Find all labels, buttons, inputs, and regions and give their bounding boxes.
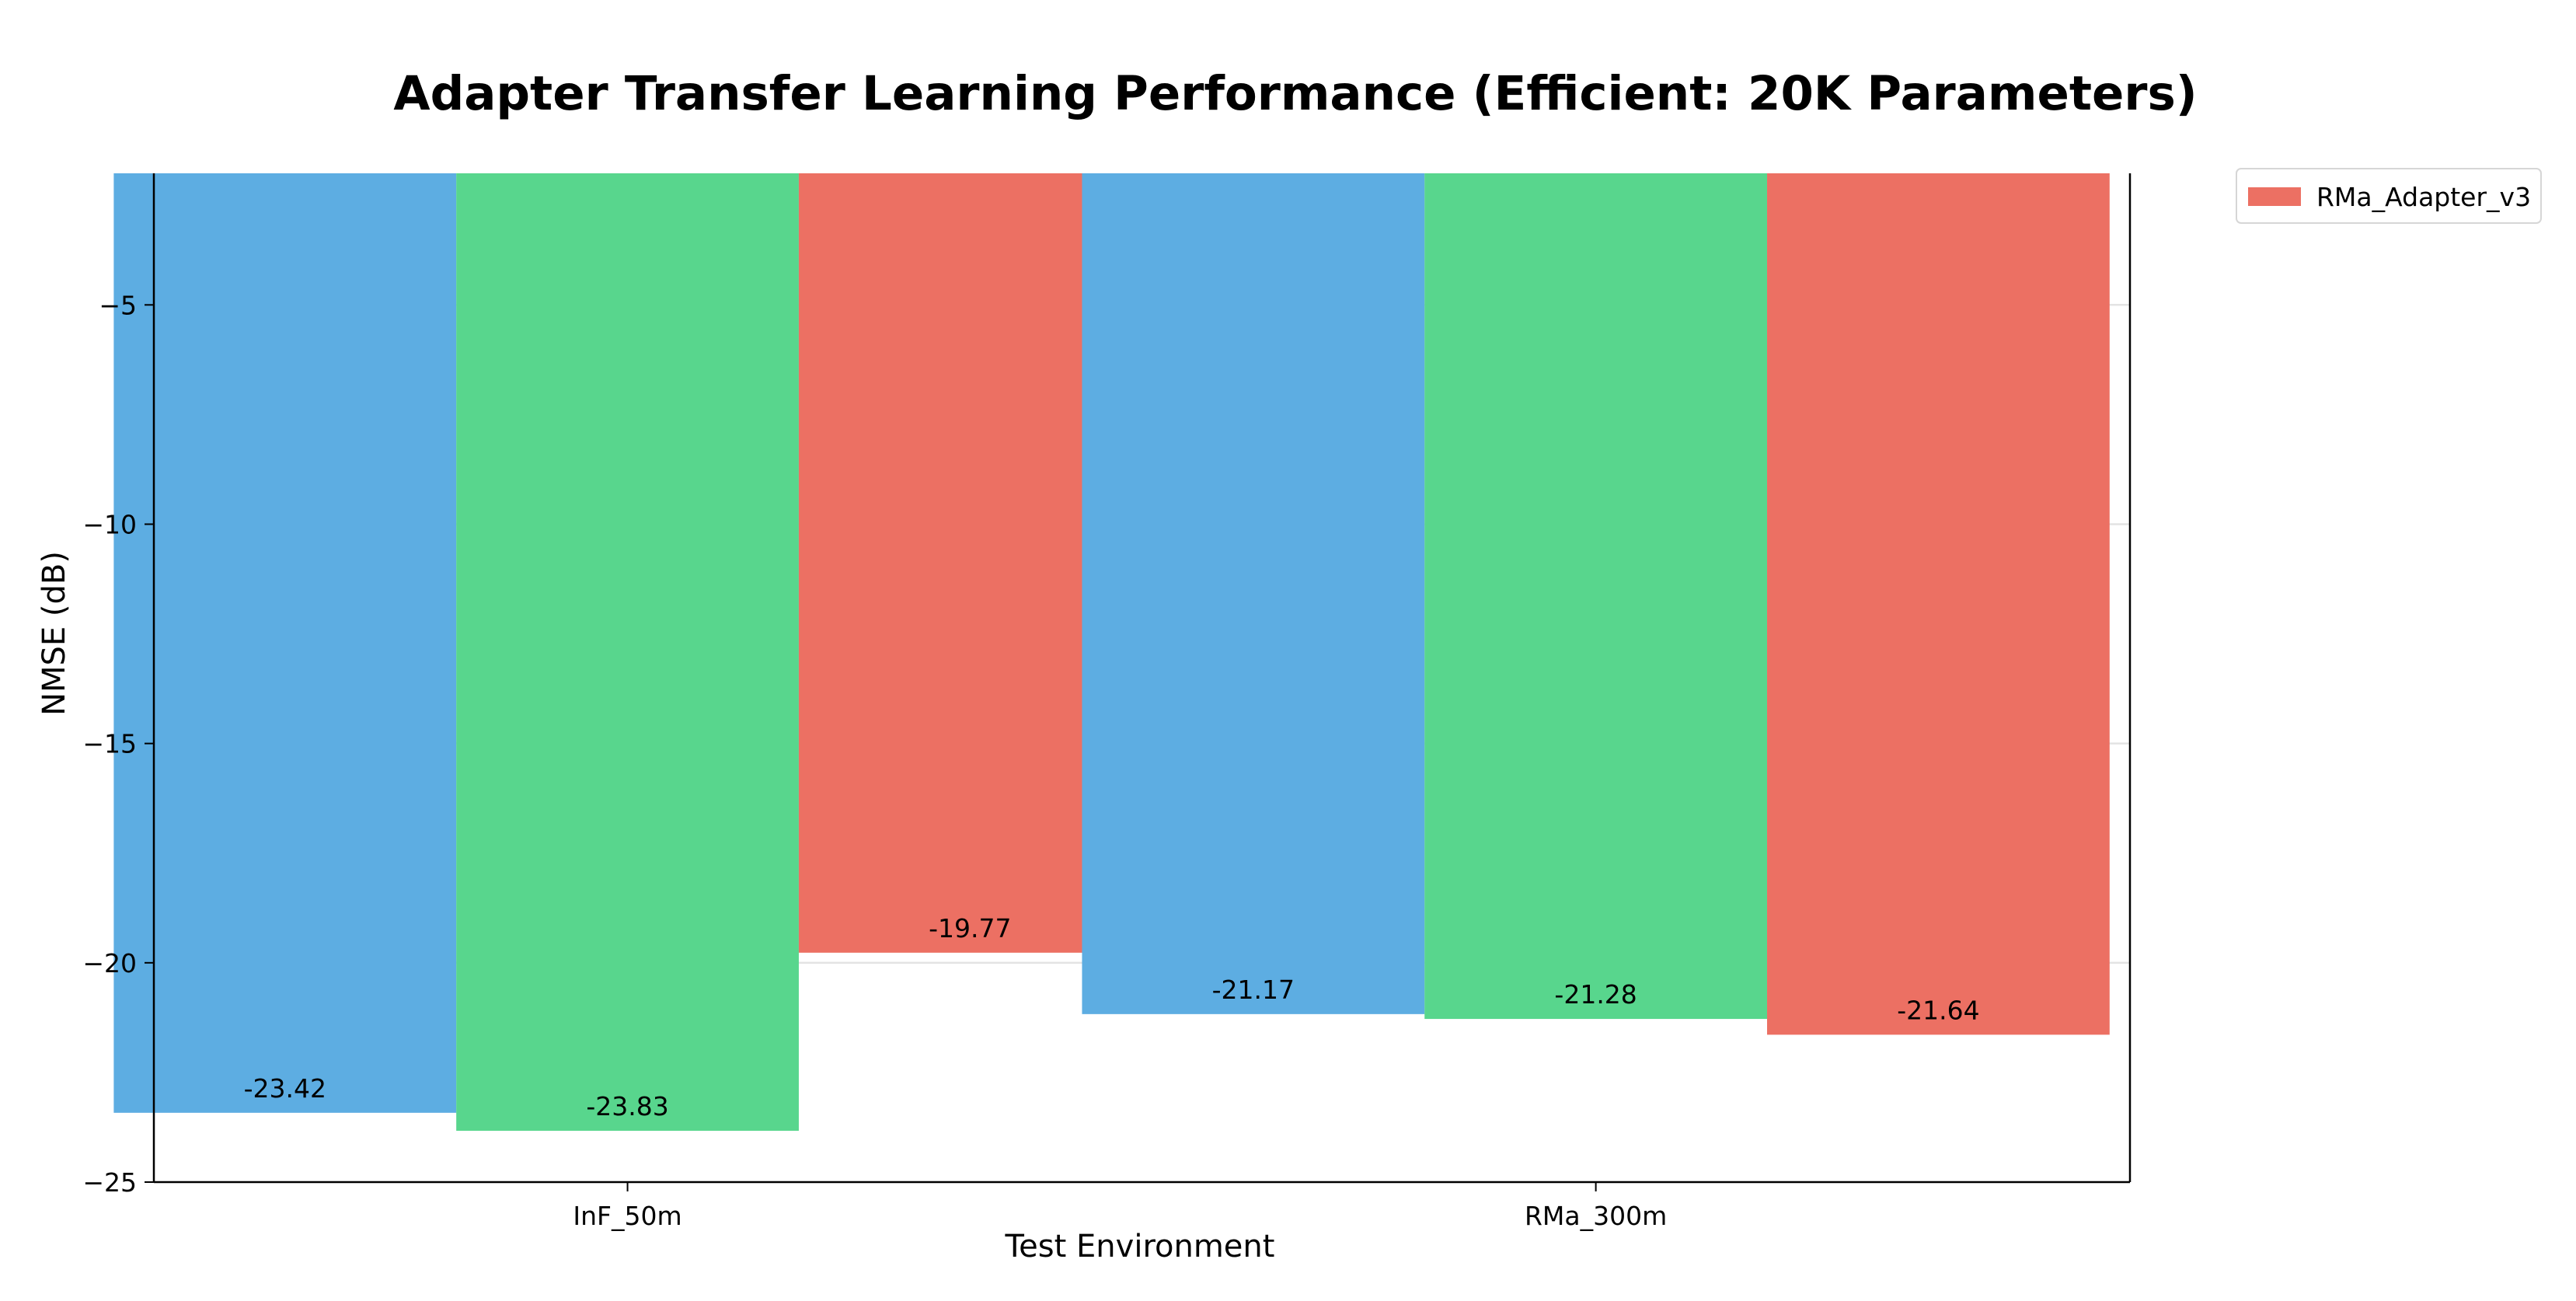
bar bbox=[1424, 173, 1768, 1020]
data-label: -21.28 bbox=[1554, 979, 1637, 1010]
data-labels: -23.42 -23.83 -19.77 -21.17 -21.28 -21.64 bbox=[244, 913, 1980, 1121]
data-label: -21.17 bbox=[1212, 975, 1295, 1005]
bar bbox=[113, 173, 457, 1113]
axes bbox=[145, 173, 2132, 1191]
y-tick-label: −25 bbox=[82, 1167, 137, 1198]
bars bbox=[113, 173, 2110, 1131]
y-tick-label: −15 bbox=[82, 729, 137, 759]
data-label: -23.42 bbox=[244, 1073, 326, 1104]
tick-labels: −5 −10 −15 −20 −25 InF_50m RMa_300m bbox=[82, 290, 1667, 1231]
x-tick-label: InF_50m bbox=[573, 1201, 681, 1231]
y-tick-label: −10 bbox=[82, 509, 137, 539]
y-axis-label: NMSE (dB) bbox=[37, 551, 72, 716]
data-label: -19.77 bbox=[929, 913, 1011, 943]
data-label: -21.64 bbox=[1897, 995, 1979, 1025]
legend-label: RMa_Adapter_v3 bbox=[2316, 182, 2531, 212]
x-axis-label: Test Environment bbox=[1005, 1229, 1275, 1264]
bar bbox=[456, 173, 799, 1131]
bar bbox=[1767, 173, 2110, 1035]
y-tick-label: −20 bbox=[82, 948, 137, 978]
bar bbox=[1082, 173, 1425, 1014]
y-tick-label: −5 bbox=[99, 290, 137, 320]
chart-title: Adapter Transfer Learning Performance (E… bbox=[393, 66, 2197, 121]
legend: RMa_Adapter_v3 bbox=[2236, 168, 2542, 224]
legend-swatch bbox=[2248, 187, 2301, 206]
legend-box bbox=[2236, 168, 2542, 224]
data-label: -23.83 bbox=[586, 1091, 668, 1121]
x-tick-label: RMa_300m bbox=[1525, 1201, 1667, 1231]
